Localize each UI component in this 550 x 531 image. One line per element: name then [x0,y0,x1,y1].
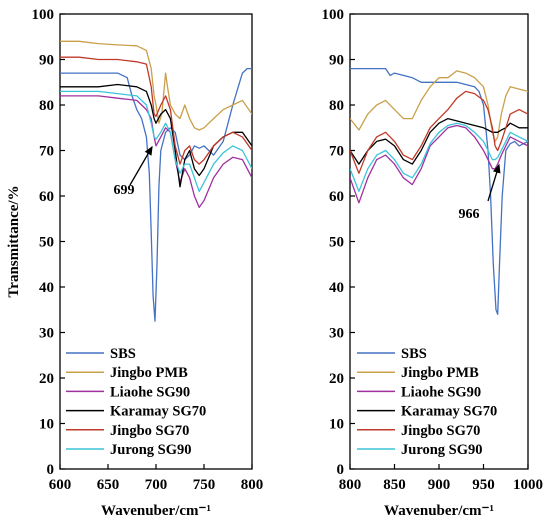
legend-label: Jingbo PMB [110,365,188,381]
y-tick-label: 80 [329,98,344,114]
y-tick-label: 30 [329,326,344,342]
y-tick-label: 100 [32,7,55,23]
y-tick-label: 60 [329,189,344,205]
y-axis-title: Transmittance/% [6,185,22,297]
x-tick-label: 800 [339,477,362,493]
x-tick-label: 950 [472,477,495,493]
legend-label: Karamay SG70 [110,404,206,420]
y-tick-label: 70 [39,144,54,160]
series-line-jurong-sg90 [60,90,252,193]
series-line-liaohe-sg90 [60,95,252,209]
y-tick-label: 50 [39,235,54,251]
y-tick-label: 0 [337,462,345,478]
y-tick-label: 40 [39,280,54,296]
series-line-sbs [350,67,528,315]
legend: SBS Jingbo PMB Liaohe SG90 Karamay SG70 Jing… [66,346,206,458]
legend-label: Karamay SG70 [401,404,497,420]
y-tick-label: 10 [329,417,344,433]
series-line-jingbo-sg70 [60,56,252,165]
legend-label: Liaohe SG90 [110,384,190,400]
legend-label: Liaohe SG90 [401,384,481,400]
legend-label: SBS [401,346,427,362]
legend-label: Jurong SG90 [110,442,192,458]
chart-panel-2: 0 10 20 30 40 50 60 70 80 90 100 800 850 900 950 1000 Wa… [322,7,544,519]
y-tick-label: 30 [39,326,54,342]
y-tick-label: 90 [39,53,54,69]
series-line-karamay-sg70 [60,83,252,188]
legend-label: Jingbo SG70 [110,423,189,439]
y-tick-label: 20 [329,371,344,387]
y-tick-label: 40 [329,280,344,296]
series-line-liaohe-sg90 [350,124,528,204]
y-tick-label: 20 [39,371,54,387]
series-lines [60,40,252,322]
x-tick-label: 650 [97,477,120,493]
legend-label: SBS [110,346,136,362]
y-tick-label: 0 [47,462,55,478]
series-line-jingbo-sg70 [350,90,528,174]
annotation-arrow [487,163,501,202]
x-tick-label: 850 [383,477,406,493]
series-line-jingbo-pmb [350,70,528,143]
y-tick-label: 10 [39,417,54,433]
x-tick-label: 600 [49,477,72,493]
x-axis-title: Wavenuber/cm⁻¹ [101,503,211,519]
series-line-karamay-sg70 [350,117,528,165]
y-tick-label: 100 [322,7,345,23]
annotation-label: 966 [459,207,480,222]
series-line-jurong-sg90 [350,122,528,193]
annotation-label: 699 [114,183,135,198]
legend-label: Jurong SG90 [401,442,483,458]
plot-area-frame [59,13,253,470]
legend-label: Jingbo SG70 [401,423,480,439]
x-tick-label: 800 [241,477,264,493]
series-lines [350,67,528,315]
legend-label: Jingbo PMB [401,365,479,381]
x-tick-label: 750 [193,477,216,493]
legend: SBS Jingbo PMB Liaohe SG90 Karamay SG70 Jing… [357,346,497,458]
y-tick-label: 80 [39,98,54,114]
x-tick-label: 1000 [513,477,543,493]
y-tick-label: 70 [329,144,344,160]
y-tick-label: 50 [329,235,344,251]
annotation-arrow [129,145,153,186]
series-line-jingbo-pmb [60,40,252,131]
y-tick-label: 60 [39,189,54,205]
x-tick-label: 700 [145,477,168,493]
chart-panel-1: 0 10 20 30 40 50 60 70 80 90 100 600 650 700 750 800 Wav… [6,7,263,519]
x-axis-title: Wavenuber/cm⁻¹ [384,503,494,519]
x-tick-label: 900 [428,477,451,493]
y-tick-label: 90 [329,53,344,69]
